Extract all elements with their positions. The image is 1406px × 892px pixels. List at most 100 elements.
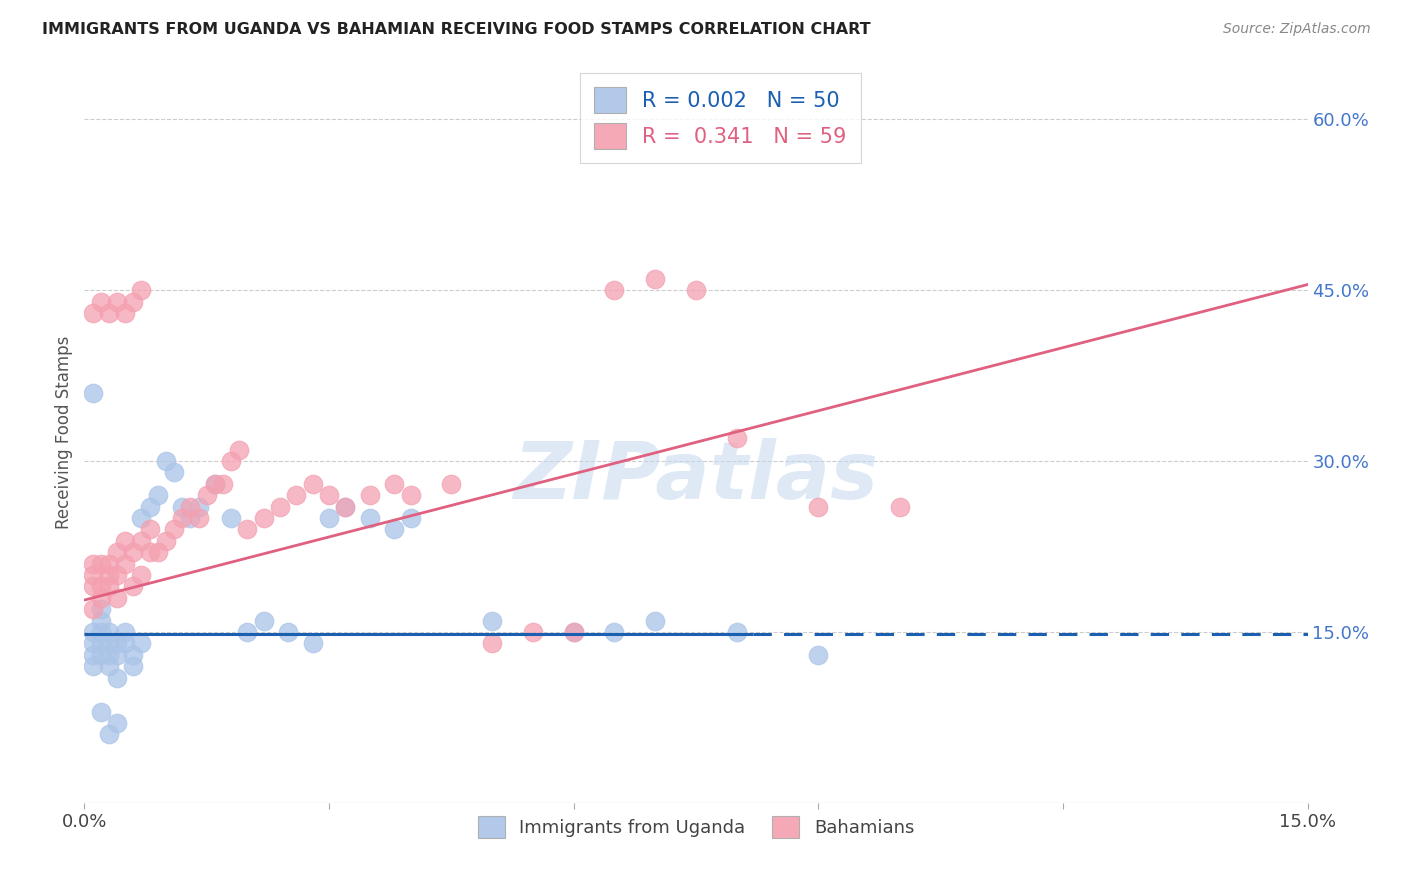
Point [138,545,160,559]
Point [105,716,128,731]
Point [228,442,250,457]
Point [97,648,120,662]
Point [97,624,120,639]
Point [105,648,128,662]
Point [236,523,259,537]
Point [82,648,104,662]
Point [90,648,112,662]
Text: ZIPatlas: ZIPatlas [513,438,879,516]
Point [219,454,242,468]
Point [82,306,104,320]
Point [138,500,160,514]
Point [105,591,128,605]
Point [179,511,201,525]
Point [122,579,145,593]
Point [172,500,194,514]
Point [97,557,120,571]
Point [90,624,112,639]
Point [179,500,201,514]
Point [114,557,136,571]
Point [82,568,104,582]
Point [131,636,153,650]
Point [269,500,291,514]
Point [301,476,323,491]
Y-axis label: Receiving Food Stamps: Receiving Food Stamps [55,336,73,529]
Point [236,624,259,639]
Point [90,614,112,628]
Point [131,533,153,548]
Text: Source: ZipAtlas.com: Source: ZipAtlas.com [1223,22,1371,37]
Point [122,659,145,673]
Point [131,511,153,525]
Point [131,283,153,297]
Point [97,727,120,741]
Point [522,624,544,639]
Point [97,659,120,673]
Point [889,500,911,514]
Point [562,624,585,639]
Point [114,636,136,650]
Point [82,557,104,571]
Point [97,306,120,320]
Point [105,671,128,685]
Point [82,636,104,650]
Point [285,488,308,502]
Point [253,511,276,525]
Point [82,579,104,593]
Point [481,636,503,650]
Point [301,636,323,650]
Point [155,454,177,468]
Point [807,648,830,662]
Point [187,500,209,514]
Point [114,306,136,320]
Point [685,283,707,297]
Point [90,579,112,593]
Point [97,579,120,593]
Legend: Immigrants from Uganda, Bahamians: Immigrants from Uganda, Bahamians [471,809,921,846]
Point [253,614,276,628]
Point [114,533,136,548]
Point [335,500,357,514]
Point [603,283,626,297]
Point [187,511,209,525]
Point [204,476,226,491]
Point [114,624,136,639]
Point [219,511,242,525]
Point [212,476,235,491]
Point [105,545,128,559]
Point [90,591,112,605]
Point [172,511,194,525]
Point [382,476,405,491]
Point [399,511,422,525]
Point [105,294,128,309]
Point [440,476,463,491]
Point [138,523,160,537]
Point [105,636,128,650]
Point [644,614,666,628]
Point [807,500,830,514]
Point [122,648,145,662]
Point [195,488,218,502]
Point [82,624,104,639]
Point [82,602,104,616]
Point [204,476,226,491]
Point [359,488,381,502]
Point [163,523,186,537]
Point [318,511,340,525]
Point [335,500,357,514]
Point [644,272,666,286]
Point [90,636,112,650]
Point [90,294,112,309]
Point [725,624,748,639]
Point [318,488,340,502]
Point [399,488,422,502]
Point [90,602,112,616]
Point [105,568,128,582]
Point [97,568,120,582]
Point [90,557,112,571]
Point [277,624,299,639]
Point [562,624,585,639]
Point [82,659,104,673]
Text: IMMIGRANTS FROM UGANDA VS BAHAMIAN RECEIVING FOOD STAMPS CORRELATION CHART: IMMIGRANTS FROM UGANDA VS BAHAMIAN RECEI… [42,22,870,37]
Point [163,466,186,480]
